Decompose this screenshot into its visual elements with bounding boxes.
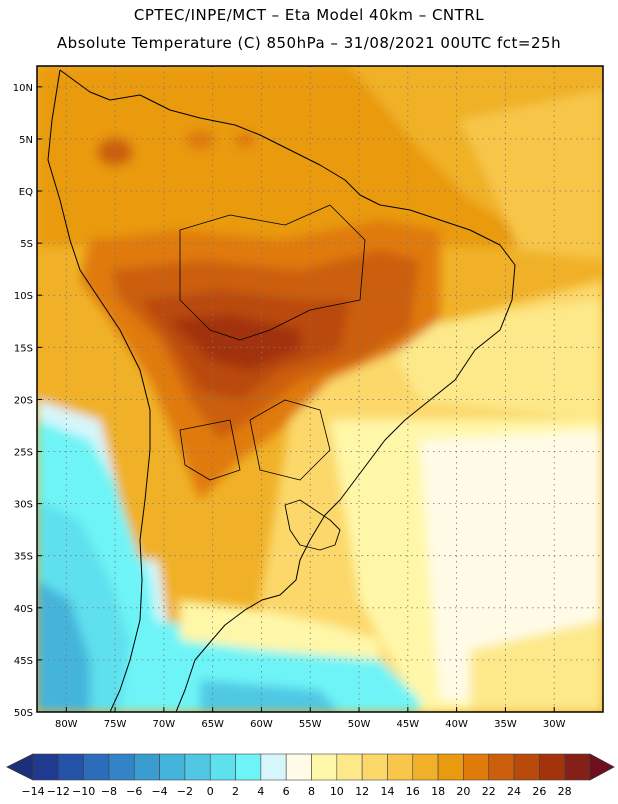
coastlines xyxy=(47,69,516,712)
colorbar-label: −14 xyxy=(21,785,44,798)
colorbar-high-arrow xyxy=(589,753,615,781)
latitude-label: 10S xyxy=(14,291,33,302)
colorbar-label: −8 xyxy=(101,785,117,798)
colorbar-label: 22 xyxy=(482,785,496,798)
colorbar-label: 18 xyxy=(431,785,445,798)
colorbar-swatch xyxy=(488,753,515,781)
colorbar-label: −6 xyxy=(126,785,142,798)
colorbar-swatch xyxy=(285,753,312,781)
longitude-label: 60W xyxy=(250,719,273,730)
colorbar-label: 8 xyxy=(308,785,315,798)
colorbar-label: 24 xyxy=(507,785,521,798)
latitude-label: 5S xyxy=(20,239,33,250)
colorbar-swatch xyxy=(437,753,464,781)
longitude-label: 40W xyxy=(445,719,468,730)
colorbar-swatch xyxy=(133,753,160,781)
colorbar-label: 10 xyxy=(330,785,344,798)
colorbar-label: 28 xyxy=(558,785,572,798)
colorbar-swatch xyxy=(209,753,236,781)
colorbar-label: 26 xyxy=(532,785,546,798)
temperature-field xyxy=(37,66,603,712)
latitude-label: 15S xyxy=(14,343,33,354)
latitude-label: 5N xyxy=(19,135,33,146)
colorbar-label: −12 xyxy=(47,785,70,798)
latitude-label: EQ xyxy=(19,187,33,198)
colorbar-swatch xyxy=(184,753,211,781)
colorbar-swatch xyxy=(32,753,59,781)
colorbar-swatch xyxy=(311,753,338,781)
colorbar-swatch xyxy=(412,753,439,781)
longitude-label: 80W xyxy=(55,719,78,730)
longitude-label: 35W xyxy=(494,719,517,730)
colorbar-label: 20 xyxy=(456,785,470,798)
colorbar-swatch xyxy=(564,753,591,781)
longitude-label: 75W xyxy=(104,719,127,730)
colorbar-swatch xyxy=(387,753,414,781)
longitude-label: 50W xyxy=(348,719,371,730)
longitude-label: 65W xyxy=(201,719,224,730)
latitude-label: 30S xyxy=(14,500,33,511)
colorbar-swatch xyxy=(513,753,540,781)
latitude-labels: 10N 5N EQ 5S 10S 15S 20S 25S 30S 35S 40S 45S 50S xyxy=(13,83,42,719)
colorbar-label: −2 xyxy=(177,785,193,798)
colorbar-swatch xyxy=(235,753,262,781)
map-title-line1: CPTEC/INPE/MCT – Eta Model 40km – CNTRL xyxy=(133,6,485,24)
longitude-label: 45W xyxy=(397,719,420,730)
colorbar-label: −10 xyxy=(72,785,95,798)
latitude-label: 35S xyxy=(14,552,33,563)
longitude-label: 30W xyxy=(543,719,566,730)
latitude-label: 40S xyxy=(14,604,33,615)
longitude-labels: 80W 75W 70W 65W 60W 55W 50W 45W 40W 35W 30W xyxy=(55,707,566,730)
longitude-label: 70W xyxy=(153,719,176,730)
latitude-label: 25S xyxy=(14,448,33,459)
latitude-label: 10N xyxy=(13,83,33,94)
colorbar-swatch xyxy=(159,753,186,781)
colorbar-label: 0 xyxy=(207,785,214,798)
colorbar-swatch xyxy=(539,753,565,781)
colorbar-label: −4 xyxy=(151,785,167,798)
colorbar-swatch xyxy=(108,753,135,781)
colorbar-legend xyxy=(6,753,615,781)
latitude-label: 45S xyxy=(14,656,33,667)
map-frame xyxy=(36,65,604,713)
colorbar-swatch xyxy=(260,753,287,781)
colorbar-swatch xyxy=(58,753,84,781)
longitude-label: 55W xyxy=(299,719,322,730)
colorbar-label: 16 xyxy=(406,785,420,798)
colorbar-label: 6 xyxy=(283,785,290,798)
colorbar-label: 12 xyxy=(355,785,369,798)
colorbar-low-arrow xyxy=(6,753,34,781)
colorbar-labels: −14 −12 −10 −8 −6 −4 −2 0 2 4 6 8 10 12 14 16 18 20 22 24 26… xyxy=(21,785,571,798)
colorbar-swatch xyxy=(361,753,388,781)
colorbar-label: 2 xyxy=(232,785,239,798)
colorbar-swatch xyxy=(83,753,110,781)
latitude-label: 50S xyxy=(14,708,33,719)
colorbar-swatch xyxy=(463,753,490,781)
latitude-label: 20S xyxy=(14,395,33,406)
colorbar-swatch xyxy=(336,753,363,781)
colorbar-label: 14 xyxy=(380,785,394,798)
colorbar-label: 4 xyxy=(257,785,264,798)
map-title-line2: Absolute Temperature (C) 850hPa – 31/08/… xyxy=(56,34,562,52)
